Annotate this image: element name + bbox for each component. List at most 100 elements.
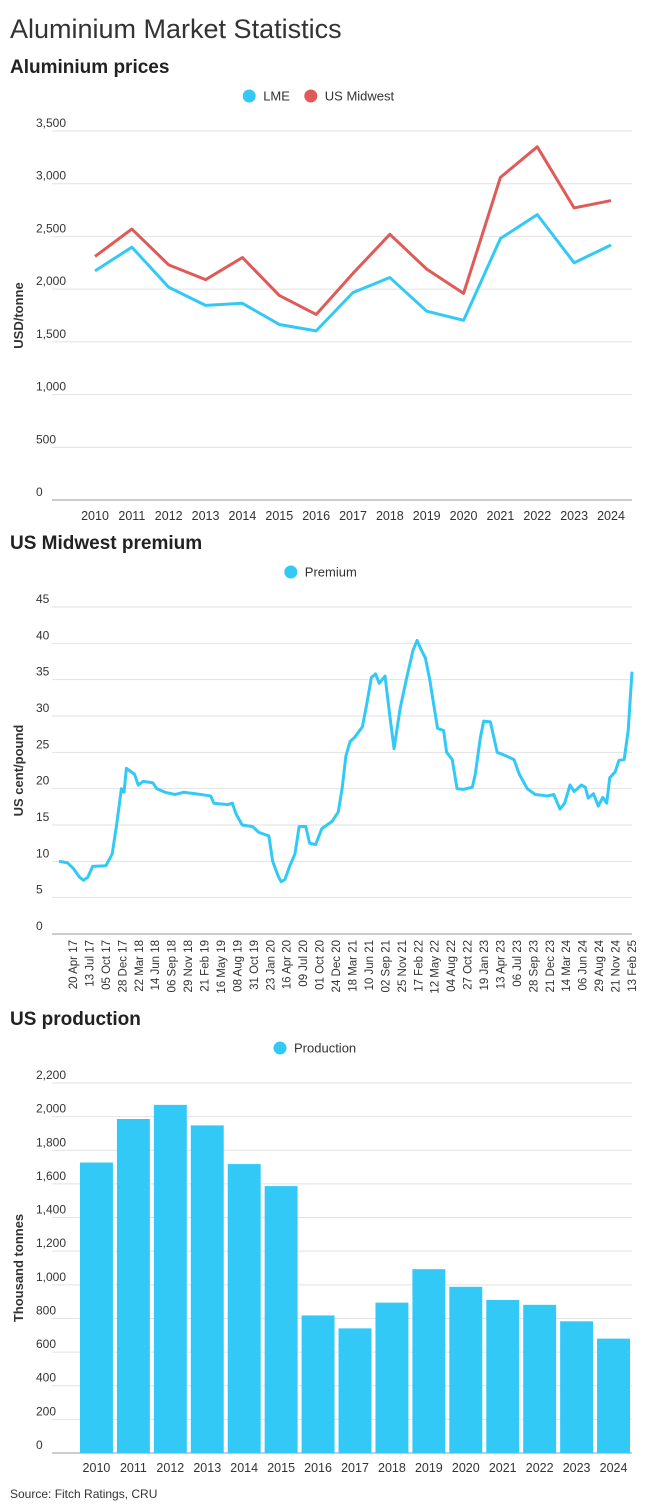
x-tick-label: 09 Jul 20 [298,940,310,987]
x-tick-label: 22 Mar 18 [134,940,146,992]
y-tick-label: 2,000 [36,1102,66,1116]
x-tick-label: 2014 [230,1461,258,1475]
legend-label: LME [263,89,290,104]
x-tick-label: 02 Sep 21 [380,940,392,992]
chart-aluminium-prices: 0 500 1,000 1,500 2,000 2,500 3,000 3,500 USD/to… [11,89,632,523]
y-tick-label: 30 [36,701,50,715]
x-tick-label: 06 Sep 18 [167,940,179,992]
x-tick-label: 08 Aug 19 [232,940,244,992]
y-tick-label: 10 [36,846,50,860]
x-tick-label: 13 Feb 25 [627,940,639,992]
x-tick-label: 2012 [156,1461,184,1475]
y-tick-label: 0 [36,919,43,933]
bar [560,1321,594,1453]
x-tick-label: 27 Oct 22 [463,940,475,990]
chart-us-production: 0 200 400 600 800 1,000 1,200 1,400 1,600 1,800 2,… [11,1041,632,1475]
y-tick-label: 2,000 [36,274,66,288]
x-tick-label: 2024 [597,509,625,523]
x-tick-label: 2015 [267,1461,295,1475]
bar [523,1304,557,1453]
x-tick-label: 17 Feb 22 [413,940,425,992]
x-tick-label: 2012 [155,509,183,523]
bar [486,1299,520,1453]
series-line [94,145,612,316]
legend-marker [273,1041,287,1055]
y-tick-label: 400 [36,1371,56,1385]
x-tick-label: 05 Oct 17 [101,940,113,990]
y-tick-label: 1,000 [36,380,66,394]
x-tick-label: 25 Nov 21 [397,940,409,992]
x-tick-label: 2023 [563,1461,591,1475]
x-tick-label: 2010 [81,509,109,523]
legend-marker [304,89,318,103]
x-tick-label: 20 Apr 17 [68,940,80,989]
x-tick-label: 21 Dec 23 [545,940,557,992]
y-tick-label: 2,500 [36,221,66,235]
bar [301,1315,335,1453]
x-tick-label: 2011 [120,1461,147,1475]
bar [412,1269,446,1453]
x-tick-label: 28 Sep 23 [528,940,540,992]
x-tick-label: 2023 [560,509,588,523]
x-tick-label: 2011 [118,509,145,523]
y-tick-label: 0 [36,485,43,499]
x-tick-label: 2013 [193,1461,221,1475]
y-tick-label: 15 [36,810,50,824]
series-line [58,638,634,884]
x-tick-label: 06 Jun 24 [578,939,590,990]
y-tick-label: 3,500 [36,116,66,130]
x-tick-label: 18 Mar 21 [348,940,360,992]
series-line [94,213,612,333]
x-tick-label: 2014 [229,509,257,523]
y-tick-label: 25 [36,737,50,751]
chart-us-midwest-premium: 0 5 10 15 20 25 30 35 40 45 US cent/pound Premium 20… [11,565,639,994]
source-note: Source: Fitch Ratings, CRU [10,1487,158,1501]
y-tick-label: 1,800 [36,1135,66,1149]
x-tick-label: 2021 [487,509,515,523]
y-tick-label: 20 [36,774,50,788]
bar [116,1118,150,1453]
bar [449,1286,483,1453]
x-tick-label: 13 Jul 17 [84,940,96,987]
x-tick-label: 2015 [265,509,293,523]
legend-marker [284,565,298,579]
x-tick-label: 2017 [341,1461,369,1475]
x-tick-label: 06 Jul 23 [512,940,524,987]
x-tick-label: 2020 [452,1461,480,1475]
x-tick-label: 01 Oct 20 [315,940,327,990]
y-tick-label: 1,500 [36,327,66,341]
x-tick-label: 21 Nov 24 [611,939,623,992]
x-tick-label: 04 Aug 22 [446,940,458,992]
chart-title-premium: US Midwest premium [10,533,203,554]
y-tick-label: 200 [36,1404,56,1418]
page-title: Aluminium Market Statistics [10,14,342,44]
x-tick-label: 2019 [413,509,441,523]
x-tick-label: 2010 [83,1461,111,1475]
x-tick-label: 10 Jun 21 [364,940,376,991]
bar [80,1162,113,1453]
x-tick-label: 2020 [450,509,478,523]
x-tick-label: 14 Jun 18 [150,940,162,991]
x-tick-label: 29 Aug 24 [594,939,606,991]
x-tick-label: 28 Dec 17 [117,940,129,992]
x-tick-label: 19 Jan 23 [479,940,491,991]
legend-label: US Midwest [325,89,395,104]
x-tick-label: 2016 [304,1461,332,1475]
chart-title-prices: Aluminium prices [10,57,170,78]
x-tick-label: 24 Dec 20 [331,940,343,992]
y-tick-label: 500 [36,432,56,446]
x-tick-label: 21 Feb 19 [200,940,212,992]
bar [153,1104,187,1453]
y-tick-label: 5 [36,883,43,897]
x-tick-label: 31 Oct 19 [249,940,261,990]
bar [338,1328,372,1453]
y-tick-label: 600 [36,1337,56,1351]
bar [264,1186,298,1453]
y-axis-title: US cent/pound [11,725,26,817]
y-tick-label: 0 [36,1438,43,1452]
x-tick-label: 2016 [302,509,330,523]
x-tick-label: 2018 [376,509,404,523]
bar [190,1125,224,1453]
x-tick-label: 16 May 19 [216,940,228,994]
y-tick-label: 1,600 [36,1169,66,1183]
